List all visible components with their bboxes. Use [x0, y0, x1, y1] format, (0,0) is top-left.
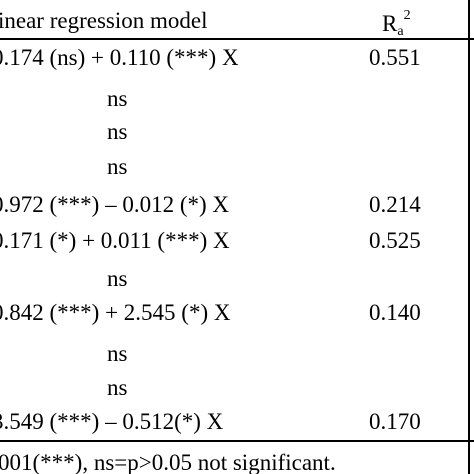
table-footnote: 001(***), ns=p>0.05 not significant.	[0, 450, 336, 474]
row-10-model: ns	[107, 375, 128, 400]
row-4-model: ns	[107, 154, 128, 179]
r2-symbol: R	[382, 11, 398, 36]
row-9-model: ns	[107, 341, 128, 366]
model-column-header: inear regression model	[0, 8, 208, 33]
row-11-model: 3.549 (***) – 0.512(*) X	[0, 409, 224, 434]
r2-superscript: 2	[403, 8, 411, 23]
r2-column-header: Ra2	[382, 9, 411, 39]
row-3-model: ns	[107, 119, 128, 144]
row-5-model: 0.972 (***) – 0.012 (*) X	[0, 192, 229, 217]
bottom-rule	[0, 440, 474, 442]
r2-subscript: a	[397, 24, 404, 39]
row-6-r2: 0.525	[369, 228, 421, 253]
row-5-r2: 0.214	[369, 192, 421, 217]
row-8-r2: 0.140	[369, 300, 421, 325]
row-11-r2: 0.170	[369, 409, 421, 434]
right-border	[468, 0, 470, 474]
row-7-model: ns	[107, 266, 128, 291]
row-1-r2: 0.551	[369, 45, 421, 70]
row-2-model: ns	[107, 86, 128, 111]
row-1-model: 0.174 (ns) + 0.110 (***) X	[0, 45, 239, 70]
header-rule	[0, 38, 474, 40]
row-6-model: 0.171 (*) + 0.011 (***) X	[0, 228, 230, 253]
row-8-model: 0.842 (***) + 2.545 (*) X	[0, 300, 231, 325]
